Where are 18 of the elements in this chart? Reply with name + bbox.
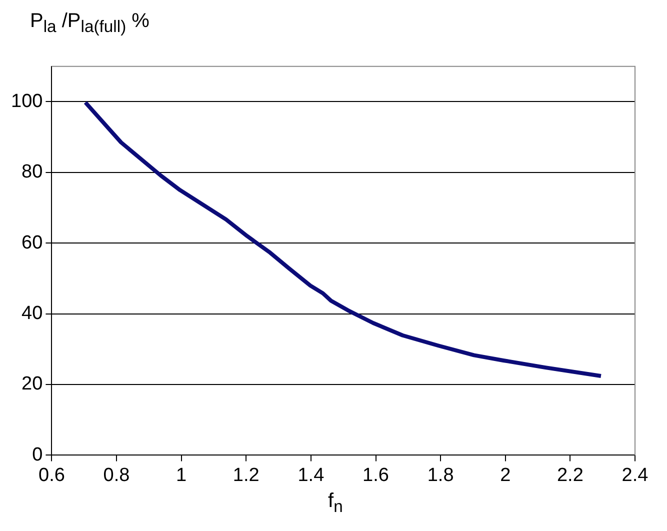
x-axis-title: f$_{n}$ <box>328 490 343 518</box>
y-tick-label: 80 <box>22 162 43 183</box>
y-axis-title: P$_{la}$ /P$_{la(full)}$ % <box>30 10 150 37</box>
y-tick-label: 100 <box>11 90 43 112</box>
x-tick-label: 0.8 <box>103 464 130 486</box>
y-tick-label: 60 <box>22 232 43 254</box>
x-tick-label: 1.6 <box>362 464 389 486</box>
x-tick-label: 1 <box>176 464 187 486</box>
y-tick-label: 40 <box>22 303 43 324</box>
y-tick-label: 0 <box>32 444 43 466</box>
x-tick-label: 1.4 <box>298 464 325 486</box>
x-tick-label: 1.2 <box>232 464 260 486</box>
x-tick-label: 0.6 <box>38 464 65 486</box>
x-tick-label: 2 <box>500 464 511 486</box>
x-tick-label: 1.8 <box>427 464 454 486</box>
y-tick-label: 20 <box>22 374 43 395</box>
x-tick-label: 2.2 <box>556 464 584 486</box>
x-tick-label: 2.4 <box>622 464 649 486</box>
